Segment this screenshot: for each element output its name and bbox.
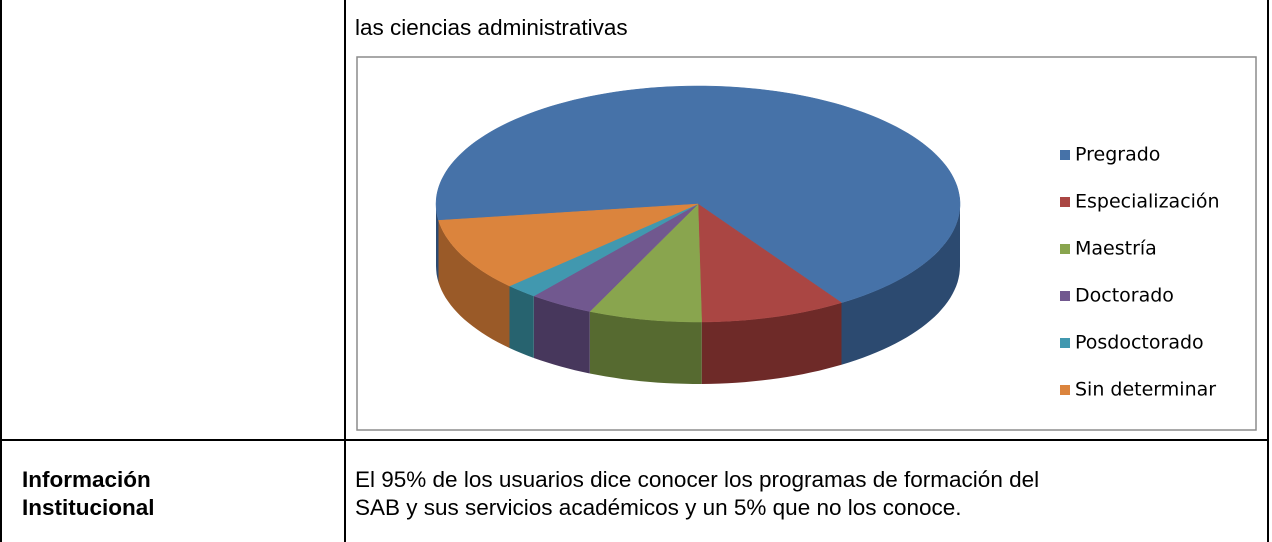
legend-label: Posdoctorado <box>1075 332 1204 354</box>
row-label: Institucional <box>22 495 155 520</box>
table-border <box>0 439 1269 441</box>
legend-swatch <box>1060 338 1070 348</box>
table-border <box>344 0 346 542</box>
pie-slice <box>589 203 702 323</box>
pie-side <box>509 286 534 358</box>
row-label: Información <box>22 467 151 492</box>
legend-label: Maestría <box>1075 238 1157 260</box>
chart: Pregrado Especialización Maestría Doctorado… <box>356 56 1257 431</box>
legend-label: Especialización <box>1075 191 1220 213</box>
pie-side <box>841 204 960 365</box>
legend-swatch <box>1060 244 1070 254</box>
pie-slice <box>438 203 699 287</box>
pie-side <box>533 296 590 374</box>
pie-side <box>589 311 702 384</box>
pie-slice <box>533 203 699 312</box>
legend-swatch <box>1060 150 1070 160</box>
legend-label: Pregrado <box>1075 144 1160 166</box>
table-border <box>1267 0 1269 542</box>
intro-text: las ciencias administrativas <box>355 15 628 40</box>
row-text: El 95% de los usuarios dice conocer los … <box>355 467 1040 492</box>
pie-side <box>438 220 510 348</box>
pie-slice <box>435 85 961 303</box>
pie-side <box>436 204 439 283</box>
legend-swatch <box>1060 385 1070 395</box>
table-border <box>0 0 2 542</box>
legend-swatch <box>1060 197 1070 207</box>
legend-label: Doctorado <box>1075 285 1174 307</box>
pie-side <box>701 302 842 384</box>
legend-swatch <box>1060 291 1070 301</box>
row-text: SAB y sus servicios académicos y un 5% q… <box>355 495 962 520</box>
legend-label: Sin determinar <box>1075 379 1216 401</box>
pie-slice <box>697 203 843 323</box>
